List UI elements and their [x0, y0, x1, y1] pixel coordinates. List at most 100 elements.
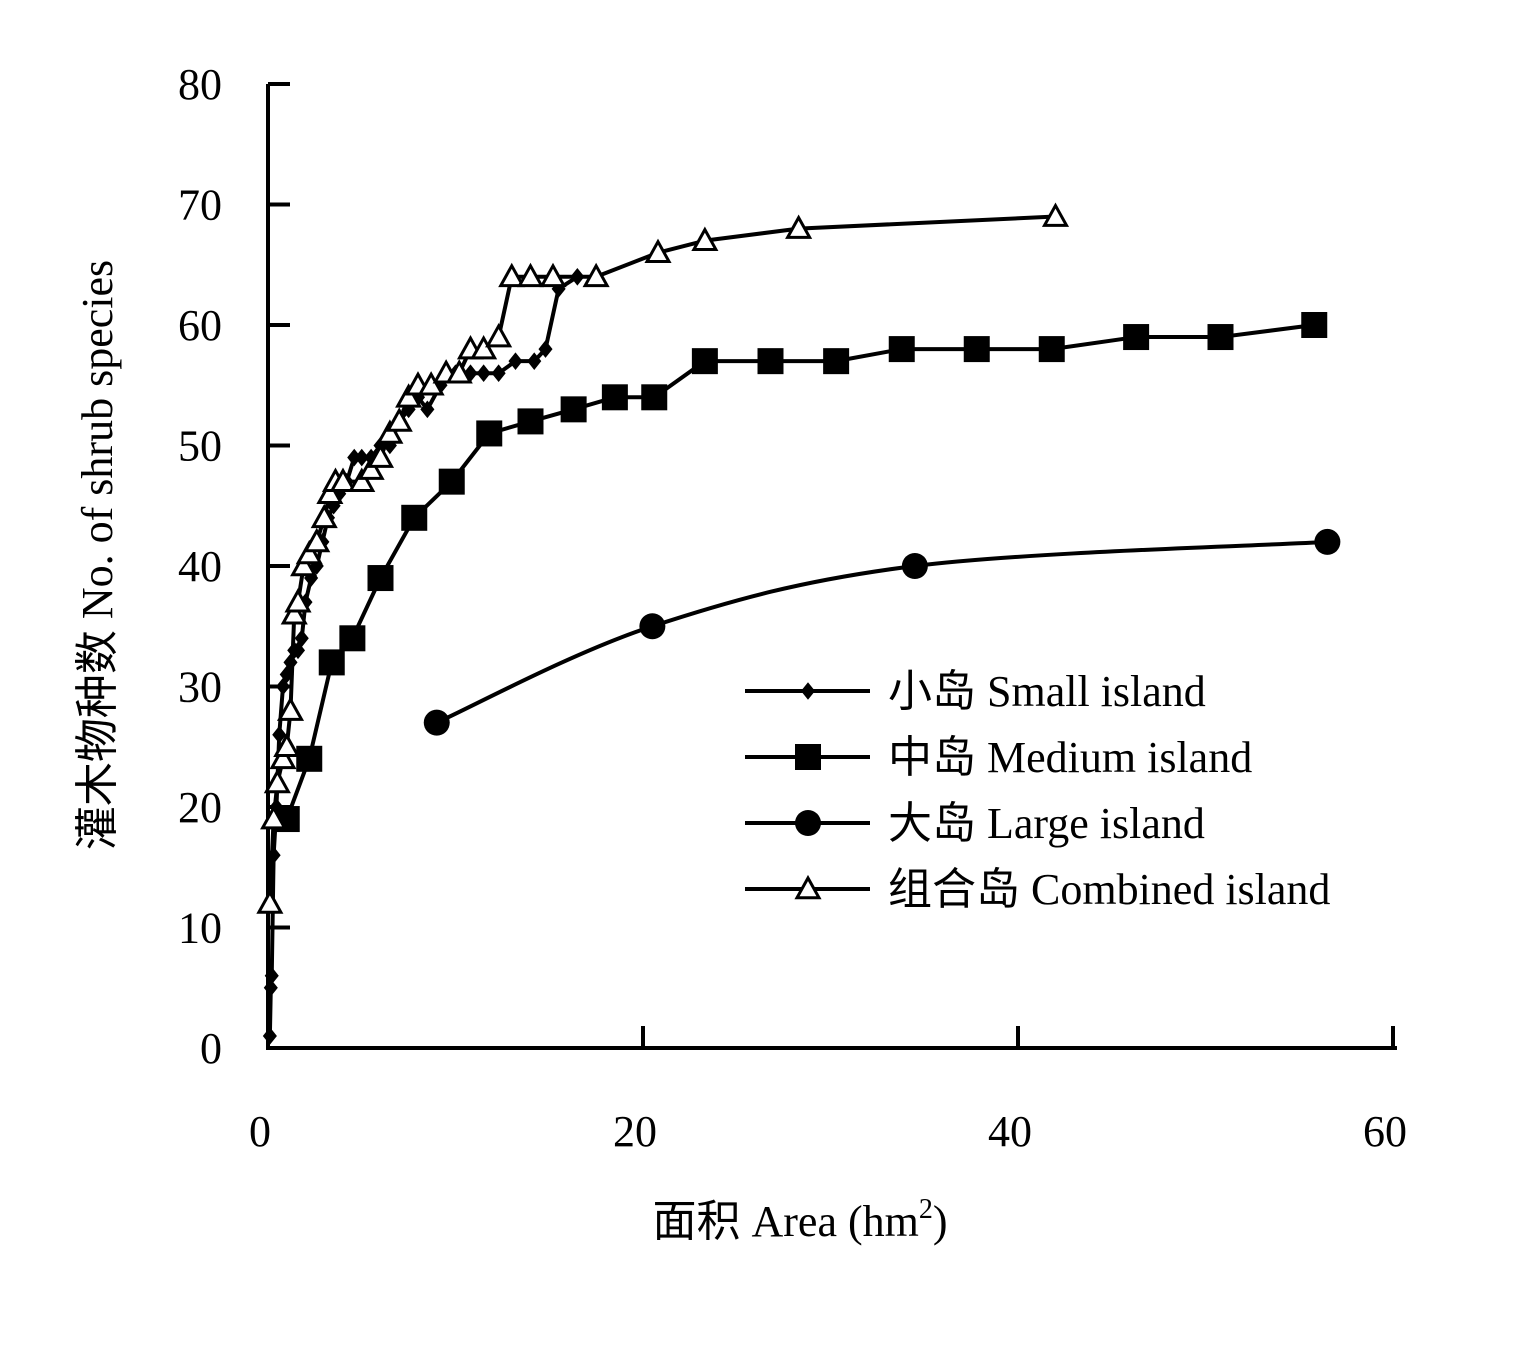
- y-axis-title: 灌木物种数 No. of shrub species: [73, 260, 122, 850]
- data-point-square: [401, 504, 428, 531]
- data-point-square: [691, 348, 718, 375]
- data-point-triangle: [276, 696, 305, 721]
- series-square: [273, 312, 1328, 833]
- data-point-triangle: [295, 539, 323, 565]
- data-point-triangle: [785, 214, 813, 239]
- data-point-diamond: [263, 978, 278, 997]
- x-axis-title-suffix: ): [933, 1197, 948, 1246]
- data-point-triangle: [256, 889, 284, 914]
- data-point-triangle: [280, 600, 308, 625]
- data-point-triangle: [284, 588, 312, 613]
- data-point-triangle: [539, 262, 567, 288]
- data-point-triangle: [470, 335, 498, 360]
- y-ticks: 0 10 20 30 40 50 60 70 80: [178, 60, 290, 1073]
- series-triangle: [256, 202, 1070, 914]
- data-point-triangle: [385, 407, 413, 432]
- data-point-triangle: [395, 383, 423, 408]
- data-point-square: [476, 420, 503, 447]
- data-point-square: [601, 384, 628, 411]
- series-line-circle: [435, 539, 1328, 725]
- plot-area: 0 10 20 30 40 50 60 70 80 0 20 40 60: [178, 60, 1407, 1156]
- data-point-diamond: [538, 340, 553, 358]
- x-tick-label: 0: [249, 1107, 271, 1156]
- data-point-triangle: [310, 503, 338, 529]
- data-point-square: [517, 408, 544, 435]
- data-point-triangle: [348, 467, 376, 492]
- data-point-triangle: [303, 527, 331, 553]
- data-point-triangle: [290, 551, 318, 577]
- data-point-circle: [423, 709, 450, 736]
- data-point-square: [1301, 312, 1328, 338]
- data-point-square: [641, 384, 668, 411]
- x-axis-title-superscript: 2: [919, 1194, 933, 1225]
- data-point-diamond: [272, 725, 287, 744]
- data-point-triangle: [316, 479, 344, 504]
- legend-marker-square: [795, 744, 821, 770]
- data-point-triangle: [329, 467, 357, 492]
- legend-label: 中岛 Medium island: [888, 733, 1252, 782]
- legend-marker-circle: [795, 810, 821, 836]
- legend-item: 大岛 Large island: [745, 799, 1205, 848]
- legend-label: 大岛 Large island: [888, 799, 1205, 848]
- data-point-triangle: [260, 804, 288, 830]
- data-point-square: [888, 336, 915, 363]
- y-tick-label: 40: [178, 542, 222, 591]
- data-point-diamond: [527, 352, 542, 370]
- data-point-triangle: [366, 443, 395, 468]
- y-tick-label: 70: [178, 181, 222, 230]
- data-point-square: [318, 649, 345, 676]
- data-point-circle: [1314, 528, 1341, 555]
- series-layer: [256, 202, 1341, 1045]
- data-point-triangle: [376, 419, 404, 444]
- data-point-diamond: [354, 448, 369, 467]
- legend-item: 小岛 Small island: [745, 667, 1206, 716]
- y-tick-label: 30: [178, 663, 222, 712]
- x-axis-title-main: 面积 Area (hm: [652, 1197, 918, 1246]
- data-point-triangle: [1041, 202, 1070, 227]
- data-point-square: [823, 348, 850, 375]
- data-point-diamond: [476, 364, 491, 383]
- data-point-diamond: [264, 966, 279, 985]
- data-point-triangle: [417, 371, 445, 396]
- data-point-square: [1123, 324, 1150, 351]
- data-point-diamond: [420, 400, 435, 419]
- data-point-triangle: [263, 768, 291, 794]
- x-axis-title: 面积 Area (hm2): [652, 1194, 947, 1246]
- legend-label: 小岛 Small island: [888, 667, 1206, 716]
- x-tick-label: 40: [988, 1107, 1032, 1156]
- data-point-triangle: [691, 226, 719, 251]
- data-point-triangle: [498, 262, 526, 288]
- x-tick-label: 60: [1363, 1107, 1407, 1156]
- data-point-triangle: [269, 744, 297, 770]
- legend-label: 组合岛 Combined island: [888, 865, 1330, 914]
- legend-marker-diamond: [800, 682, 816, 700]
- y-tick-label: 50: [178, 422, 222, 471]
- data-point-diamond: [491, 364, 506, 383]
- y-tick-label: 80: [178, 60, 222, 109]
- data-point-square: [560, 396, 587, 423]
- data-point-square: [296, 745, 323, 772]
- data-point-square: [1038, 336, 1065, 363]
- data-point-circle: [901, 553, 928, 579]
- data-point-triangle: [582, 262, 610, 288]
- legend-item: 中岛 Medium island: [745, 733, 1252, 782]
- data-point-triangle: [516, 262, 545, 288]
- y-tick-label: 0: [200, 1024, 222, 1073]
- data-point-diamond: [262, 1027, 277, 1045]
- data-point-square: [367, 565, 394, 592]
- data-point-square: [757, 348, 784, 375]
- data-point-square: [1207, 324, 1234, 351]
- x-tick-label: 20: [613, 1107, 657, 1156]
- legend: 小岛 Small island 中岛 Medium island 大岛 Large …: [745, 667, 1330, 914]
- series-circle: [423, 528, 1341, 736]
- data-point-triangle: [485, 322, 513, 348]
- legend-item: 组合岛 Combined island: [745, 865, 1330, 914]
- y-tick-label: 20: [178, 783, 222, 832]
- x-ticks: 0 20 40 60: [249, 1026, 1407, 1156]
- data-point-triangle: [445, 359, 473, 384]
- y-tick-label: 10: [178, 904, 222, 953]
- data-point-triangle: [357, 455, 385, 480]
- y-tick-label: 60: [178, 301, 222, 350]
- data-point-square: [438, 468, 465, 495]
- data-point-triangle: [273, 732, 301, 758]
